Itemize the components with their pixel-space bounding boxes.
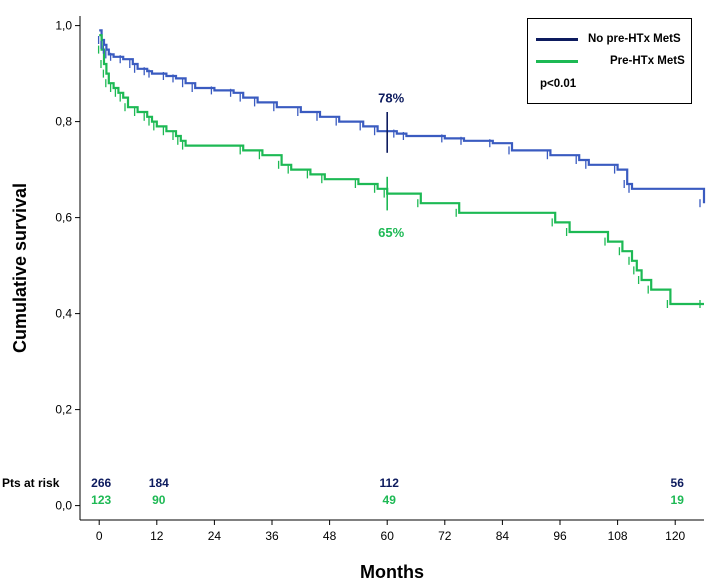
annotation-65: 65% xyxy=(378,225,404,240)
x-axis-title: Months xyxy=(360,562,424,582)
legend-swatch-mets xyxy=(536,59,578,63)
at-risk-label: Pts at risk xyxy=(2,476,60,490)
legend-item-no-mets: No pre-HTx MetS xyxy=(536,31,681,47)
survival-curve-no-mets xyxy=(99,29,706,204)
x-tick-label: 96 xyxy=(553,529,567,543)
at-risk-mets: 49 xyxy=(383,493,397,507)
x-tick-label: 72 xyxy=(438,529,452,543)
at-risk-no-mets: 56 xyxy=(671,476,685,490)
at-risk-no-mets: 266 xyxy=(91,476,111,490)
x-tick-label: 12 xyxy=(150,529,164,543)
legend-label-no-mets: No pre-HTx MetS xyxy=(588,33,681,45)
marks-layer: 78% 65% Pts at risk 266 123 184 90 112 49 56 19 xyxy=(2,36,701,507)
at-risk-mets: 90 xyxy=(152,493,166,507)
x-tick-label: 48 xyxy=(323,529,337,543)
legend-item-mets: Pre-HTx MetS xyxy=(536,53,685,69)
survival-curve-mets xyxy=(99,34,704,306)
series-layer xyxy=(99,29,706,306)
x-tick-label: 108 xyxy=(608,529,628,543)
x-tick-label: 0 xyxy=(96,529,103,543)
y-tick-label: 0,4 xyxy=(55,307,72,321)
x-tick-label: 120 xyxy=(665,529,685,543)
y-tick-label: 0,2 xyxy=(55,403,72,417)
axes: 0 12 24 36 48 60 72 84 96 108 120 0,0 0,2 0,4 0,6 0,8 1,… xyxy=(10,16,704,582)
y-tick-label: 0,0 xyxy=(55,499,72,513)
legend: No pre-HTx MetS Pre-HTx MetS p<0.01 xyxy=(527,18,692,104)
y-tick-label: 0,8 xyxy=(55,115,72,129)
y-tick-label: 0,6 xyxy=(55,211,72,225)
y-axis-title: Cumulative survival xyxy=(10,183,30,353)
x-tick-label: 84 xyxy=(496,529,510,543)
at-risk-no-mets: 112 xyxy=(380,476,400,490)
y-tick-label: 1,0 xyxy=(55,19,72,33)
x-tick-label: 36 xyxy=(265,529,279,543)
annotation-78: 78% xyxy=(378,91,404,106)
at-risk-mets: 123 xyxy=(91,493,111,507)
legend-label-mets: Pre-HTx MetS xyxy=(610,55,685,67)
p-value: p<0.01 xyxy=(540,78,577,90)
at-risk-mets: 19 xyxy=(671,493,685,507)
at-risk-no-mets: 184 xyxy=(149,476,169,490)
legend-swatch-no-mets xyxy=(536,37,578,41)
x-tick-label: 24 xyxy=(208,529,222,543)
x-tick-label: 60 xyxy=(381,529,395,543)
